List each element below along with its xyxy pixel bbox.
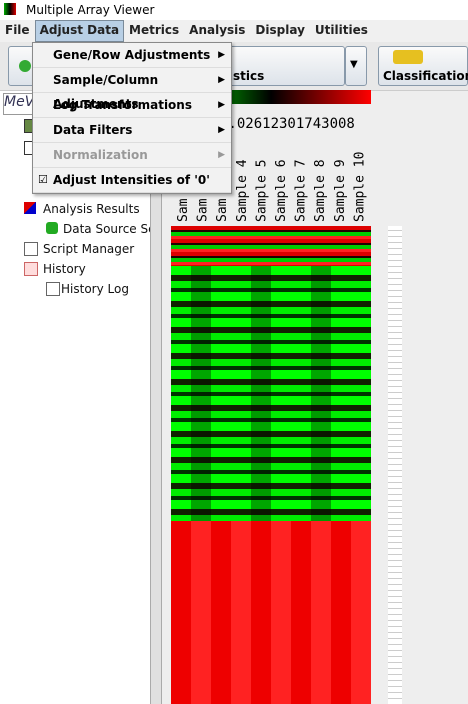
icon xyxy=(24,262,38,276)
heatmap xyxy=(171,226,371,704)
sample-label: Sam xyxy=(176,198,191,222)
menu-entry[interactable]: Log Transformations ▶ xyxy=(33,93,231,118)
column-header: 0.02612301743008 Sam Sam Sam Sample 4 Sample… xyxy=(176,116,367,222)
menu-item[interactable]: Metrics xyxy=(129,23,180,37)
app-icon xyxy=(4,3,16,15)
sample-label: Sample 6 xyxy=(274,159,289,222)
sample-label: Sample 7 xyxy=(294,159,309,222)
submenu-arrow: ▶ xyxy=(218,100,225,110)
menu-entry[interactable]: Adjust Intensities of '0' ☑ xyxy=(33,168,231,193)
sample-label: Sample 10 xyxy=(352,152,367,222)
entry-label: Log Transformations xyxy=(53,98,192,112)
tree-item[interactable]: History Log xyxy=(61,282,129,296)
checkbox[interactable]: ☑ xyxy=(38,173,48,186)
menu-entry[interactable]: Gene/Row Adjustments ▶ xyxy=(33,43,231,68)
menu-item[interactable]: Adjust Data xyxy=(34,20,125,42)
icon xyxy=(19,60,31,72)
menu-item[interactable]: File xyxy=(5,23,30,37)
menu-item[interactable]: Display xyxy=(255,23,305,37)
sample-label: Sample 8 xyxy=(313,159,328,222)
entry-label: Gene/Row Adjustments xyxy=(53,48,211,62)
icon xyxy=(46,222,58,234)
entry-label: Sample/Column Adjustments xyxy=(53,73,159,111)
scale-label: 0.02612301743008 xyxy=(220,116,355,132)
submenu-arrow: ▶ xyxy=(218,125,225,135)
icon xyxy=(46,282,60,296)
sample-label: Sample 4 xyxy=(235,159,250,222)
menu-entry[interactable]: Data Filters ▶ xyxy=(33,118,231,143)
tree-item[interactable]: Data Source Se xyxy=(63,222,156,236)
tree-item[interactable]: Analysis Results xyxy=(43,202,140,216)
icon xyxy=(393,50,423,64)
sample-label: Sam xyxy=(215,198,230,222)
dropdown-arrow[interactable]: ▼ xyxy=(345,46,367,86)
entry-label: Adjust Intensities of '0' xyxy=(53,173,210,187)
entry-label: Normalization xyxy=(53,148,148,162)
window-title: Multiple Array Viewer xyxy=(26,3,155,17)
submenu-arrow: ▶ xyxy=(218,150,225,160)
sample-label: Sample 9 xyxy=(333,159,348,222)
menu-item[interactable]: Analysis xyxy=(189,23,246,37)
submenu-arrow: ▶ xyxy=(218,75,225,85)
tree-item[interactable]: History xyxy=(43,262,86,276)
title-bar: Multiple Array Viewer xyxy=(0,0,468,20)
sample-labels: Sam Sam Sam Sample 4 Sample 5 Sample 6 Sample … xyxy=(176,152,367,222)
sample-label: Sample 5 xyxy=(254,159,269,222)
menu-item[interactable]: Utilities xyxy=(314,23,368,37)
heatmap-block xyxy=(171,266,371,521)
menu-entry[interactable]: Sample/Column Adjustments ▶ xyxy=(33,68,231,111)
button-label: stics xyxy=(233,69,265,83)
sample-label: Sam xyxy=(196,198,211,222)
submenu-arrow: ▶ xyxy=(218,50,225,60)
icon xyxy=(24,202,36,214)
menu-entry: Normalization ▶ xyxy=(33,143,231,168)
row-labels xyxy=(388,226,402,704)
classification-button[interactable]: Classification xyxy=(378,46,468,86)
entry-label: Data Filters xyxy=(53,123,133,137)
icon xyxy=(24,242,38,256)
split-divider[interactable] xyxy=(150,91,162,704)
menu-bar: File Adjust Data Metrics Analysis Display Uti… xyxy=(0,20,468,43)
heatmap-block xyxy=(171,226,371,266)
adjust-data-menu: Gene/Row Adjustments ▶ Sample/Column Adjus… xyxy=(32,42,232,194)
tree-item[interactable]: Script Manager xyxy=(43,242,135,256)
heatmap-block xyxy=(171,521,371,704)
button-label: Classification xyxy=(383,69,468,83)
